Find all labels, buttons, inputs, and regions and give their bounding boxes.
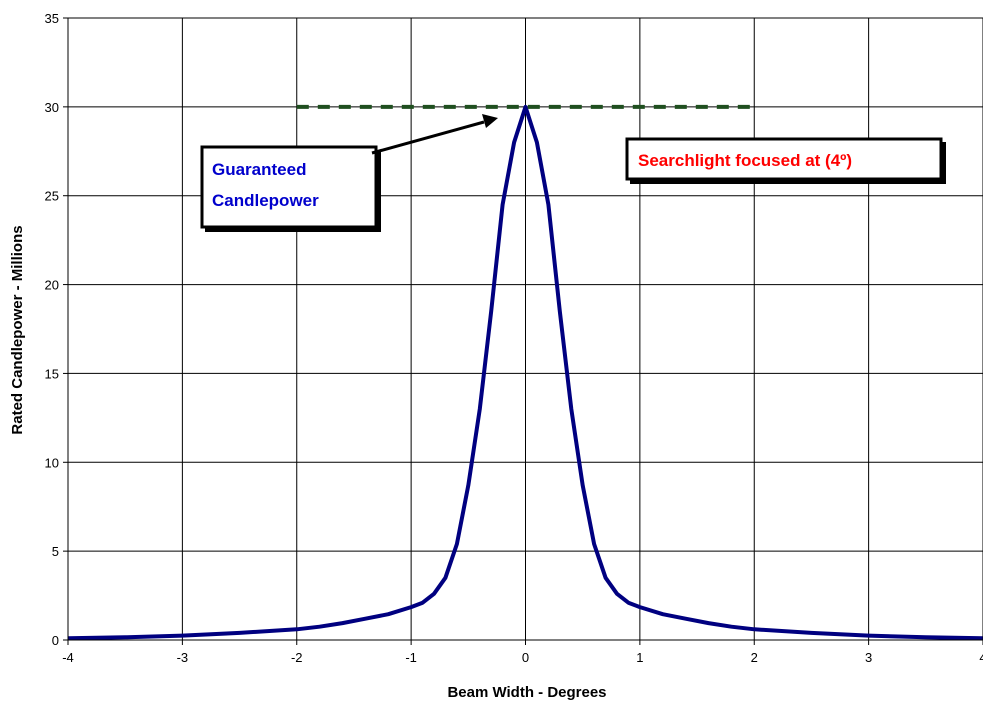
x-tick-label: -4 xyxy=(62,650,74,665)
y-tick-label: 25 xyxy=(45,189,59,204)
y-tick-label: 35 xyxy=(45,11,59,26)
y-tick-label: 15 xyxy=(45,366,59,381)
x-tick-label: -3 xyxy=(177,650,189,665)
x-tick-label: 4 xyxy=(979,650,983,665)
annotation-line-1: Guaranteed xyxy=(212,160,306,179)
x-tick-label: 0 xyxy=(522,650,529,665)
y-axis-label: Rated Candlepower - Millions xyxy=(9,225,26,434)
y-tick-label: 20 xyxy=(45,278,59,293)
candlepower-curve xyxy=(67,104,983,641)
x-tick-label: 3 xyxy=(865,650,872,665)
annotation-box xyxy=(200,145,378,229)
series-lines xyxy=(67,104,983,641)
y-tick-labels: 0 5 10 15 20 25 30 35 xyxy=(45,11,59,648)
x-axis-label: Beam Width - Degrees xyxy=(447,684,606,701)
annotation-searchlight: Searchlight focused at (4º) xyxy=(625,137,946,184)
annotation-arrow xyxy=(371,120,485,155)
y-tick-label: 5 xyxy=(52,544,59,559)
y-tick-label: 30 xyxy=(45,100,59,115)
annotation-arrowhead xyxy=(482,114,498,128)
annotation-guaranteed: Guaranteed Candlepower xyxy=(200,114,498,232)
x-tick-label: 1 xyxy=(636,650,643,665)
x-tick-label: -2 xyxy=(291,650,303,665)
y-tick-label: 10 xyxy=(45,455,59,470)
x-tick-label: -1 xyxy=(405,650,417,665)
y-tick-label: 0 xyxy=(52,633,59,648)
annotation-text: Searchlight focused at (4º) xyxy=(638,151,852,170)
annotation-box xyxy=(625,137,943,181)
annotation-line-2: Candlepower xyxy=(212,191,319,210)
plot-frame xyxy=(67,17,983,641)
x-tick-label: 2 xyxy=(751,650,758,665)
x-tick-labels: -4 -3 -2 -1 0 1 2 3 4 xyxy=(62,650,983,665)
